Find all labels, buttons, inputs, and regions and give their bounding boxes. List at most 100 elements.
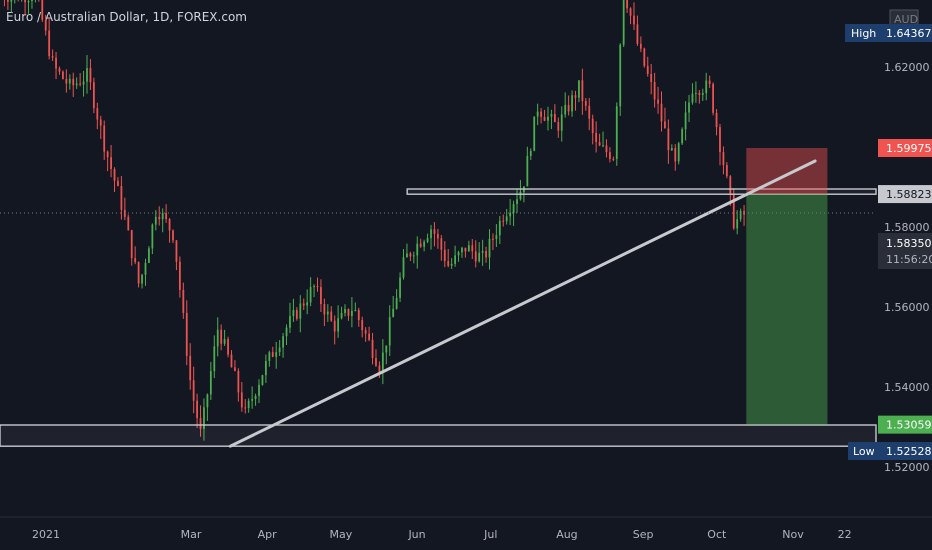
candle-body [505,216,508,222]
candle-body [72,78,75,86]
candle-body [371,339,374,359]
y-tick-label: 1.52000 [884,461,930,474]
candle-body [165,213,168,220]
candle-body [223,339,226,344]
candle-body [213,346,216,372]
candle-body [615,106,618,159]
candle-body [519,191,522,200]
candle-body [320,287,322,305]
entry-price-tag: 1.58823 [886,188,932,201]
candle-body [492,238,494,240]
candle-body [227,339,229,355]
candle-body [292,310,295,317]
candle-body [660,103,663,122]
candle-body [622,0,625,45]
candle-body [302,303,305,306]
candle-body [695,92,697,94]
candle-body [361,320,364,331]
candle-body [68,78,71,84]
candle-body [657,99,659,104]
candle-body [681,129,684,144]
candle-body [485,251,487,258]
candle-body [333,320,336,332]
candle-body [299,303,302,319]
candle-body [553,114,556,123]
candle-body [271,352,274,357]
candle-body [705,80,708,94]
support-zone [0,424,877,447]
candle-body [516,199,518,205]
x-tick-label: Mar [181,528,202,541]
candle-body [626,0,629,9]
candle-body [86,68,88,82]
candle-body [65,78,68,84]
candle-body [220,329,223,344]
x-tick-label: 22 [838,528,852,541]
candle-body [595,133,598,143]
candle-body [578,80,580,98]
countdown-tag: 11:56:20 [886,253,932,266]
candle-body [543,116,546,121]
candle-body [240,392,243,408]
candle-body [316,286,319,288]
candle-body [51,56,54,58]
candle-body [457,252,460,256]
candle-body [278,347,281,353]
chart-title: Euro / Australian Dollar, 1D, FOREX.com [6,10,247,24]
stop-price-tag-bg [878,139,932,157]
candle-body [309,287,312,303]
candle-body [185,312,188,356]
candle-body [151,224,154,249]
candle-body [89,68,92,83]
candle-body [254,395,257,400]
candle-body [237,370,240,393]
target-price-tag-bg [878,415,932,434]
candle-body [313,286,315,288]
candle-body [430,229,432,239]
candle-body [378,365,381,372]
candle-body [529,150,532,156]
candle-body [44,19,47,31]
candle-body [409,253,412,257]
candle-body [688,102,690,113]
candle-body [388,317,391,346]
candle-body [264,360,267,376]
x-tick-label: Apr [258,528,278,541]
candle-body [698,92,701,95]
candle-body [643,48,646,66]
x-tick-label: Aug [556,528,577,541]
candle-body [196,400,198,419]
candle-body [24,0,26,3]
candle-body [646,65,649,74]
candle-body [158,216,161,220]
candle-body [629,8,632,16]
candle-body [691,93,694,103]
stop-price-tag: 1.59975 [886,142,932,155]
candle-body [712,83,715,113]
candle-body [134,258,137,263]
candle-body [182,289,185,313]
candle-body [557,122,560,131]
candle-body [729,176,732,195]
candle-body [344,309,346,313]
candle-body [392,308,395,318]
candle-body [350,310,353,316]
candle-body [385,345,388,353]
candle-body [62,71,64,79]
candle-body [110,157,112,170]
candle-body [41,0,44,20]
candle-body [619,44,622,107]
candle-body [161,213,164,220]
candle-body [375,358,377,366]
candle-body [650,73,653,83]
candle-body [602,145,604,147]
candle-body [251,399,254,401]
candle-body [684,112,687,130]
candle-body [364,330,367,334]
high-price-tag-bg [878,24,932,42]
candle-body [715,112,718,128]
x-tick-label: May [329,528,352,541]
candle-body [258,384,260,396]
candle-body [667,128,670,151]
